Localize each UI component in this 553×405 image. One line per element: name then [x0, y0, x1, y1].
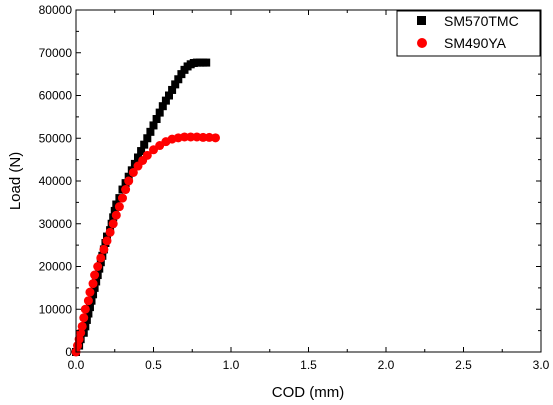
data-point-circle: [211, 133, 220, 143]
data-point-square: [140, 140, 149, 149]
data-point-circle: [124, 176, 134, 186]
legend-marker-sm570tmc: [417, 16, 426, 25]
data-point-circle: [142, 150, 152, 160]
data-point-circle: [108, 219, 118, 229]
data-point-circle: [114, 202, 124, 212]
data-point-square: [143, 134, 152, 143]
y-axis: 0 10000 20000 30000 40000 50000 60000 70000 8000…: [39, 3, 541, 359]
x-tick-label: 1.0: [223, 358, 240, 372]
data-point-square: [155, 108, 164, 117]
y-tick-label: 60000: [39, 89, 73, 103]
y-tick-label: 0: [65, 345, 72, 359]
x-axis-label: COD (mm): [272, 384, 344, 401]
plot-frame: [75, 9, 542, 353]
data-point-circle: [128, 167, 138, 177]
x-tick-label: 0.0: [68, 358, 85, 372]
data-point-square: [158, 102, 167, 111]
data-point-circle: [77, 321, 87, 331]
legend: SM570TMC SM490YA: [396, 10, 541, 57]
x-tick-label: 2.5: [455, 358, 472, 372]
data-point-square: [174, 75, 183, 84]
data-point-circle: [80, 304, 90, 314]
legend-marker-sm490ya: [417, 38, 427, 48]
data-point-square: [146, 127, 155, 136]
data-point-square: [152, 115, 161, 124]
data-point-circle: [79, 313, 89, 323]
data-point-square: [149, 121, 158, 130]
x-tick-label: 1.5: [300, 358, 317, 372]
data-point-square: [202, 58, 211, 67]
data-point-square: [110, 206, 119, 215]
data-layer: [71, 58, 220, 357]
y-tick-label: 70000: [39, 46, 73, 60]
y-tick-label: 10000: [39, 302, 73, 316]
data-point-square: [177, 70, 186, 79]
data-point-circle: [111, 210, 121, 220]
y-tick-label: 30000: [39, 217, 73, 231]
data-point-circle: [186, 132, 196, 142]
data-point-square: [168, 85, 177, 94]
y-tick-label: 20000: [39, 260, 73, 274]
data-point-circle: [99, 244, 109, 254]
data-point-square: [165, 91, 173, 100]
data-point-circle: [96, 253, 106, 263]
data-point-circle: [198, 132, 208, 142]
data-point-square: [90, 283, 99, 292]
legend-label-sm570tmc: SM570TMC: [444, 13, 519, 29]
x-tick-label: 3.0: [533, 358, 550, 372]
data-point-circle: [180, 132, 189, 142]
x-axis: 0.0 0.5 1.0 1.5 2.0 2.5 3.0: [68, 10, 550, 372]
y-axis-label: Load (N): [7, 152, 24, 210]
y-tick-label: 40000: [39, 174, 73, 188]
data-point-circle: [93, 262, 103, 271]
data-point-circle: [105, 227, 115, 237]
data-point-circle: [85, 287, 95, 297]
x-tick-label: 2.0: [378, 358, 395, 372]
data-point-circle: [102, 236, 112, 246]
legend-label-sm490ya: SM490YA: [444, 35, 507, 51]
data-point-square: [84, 309, 93, 318]
data-point-circle: [121, 185, 131, 195]
data-point-square: [161, 96, 170, 105]
series-sm490ya: [71, 132, 220, 357]
data-point-circle: [118, 193, 127, 203]
y-tick-label: 80000: [39, 3, 73, 17]
data-point-square: [85, 303, 94, 312]
data-point-circle: [90, 270, 100, 280]
data-point-square: [134, 153, 142, 162]
data-point-square: [171, 80, 180, 89]
data-point-circle: [83, 296, 93, 306]
data-point-square: [137, 147, 146, 156]
x-tick-label: 0.5: [145, 358, 162, 372]
y-tick-label: 50000: [39, 131, 73, 145]
series-sm570tmc: [72, 58, 211, 356]
data-point-circle: [88, 279, 98, 289]
